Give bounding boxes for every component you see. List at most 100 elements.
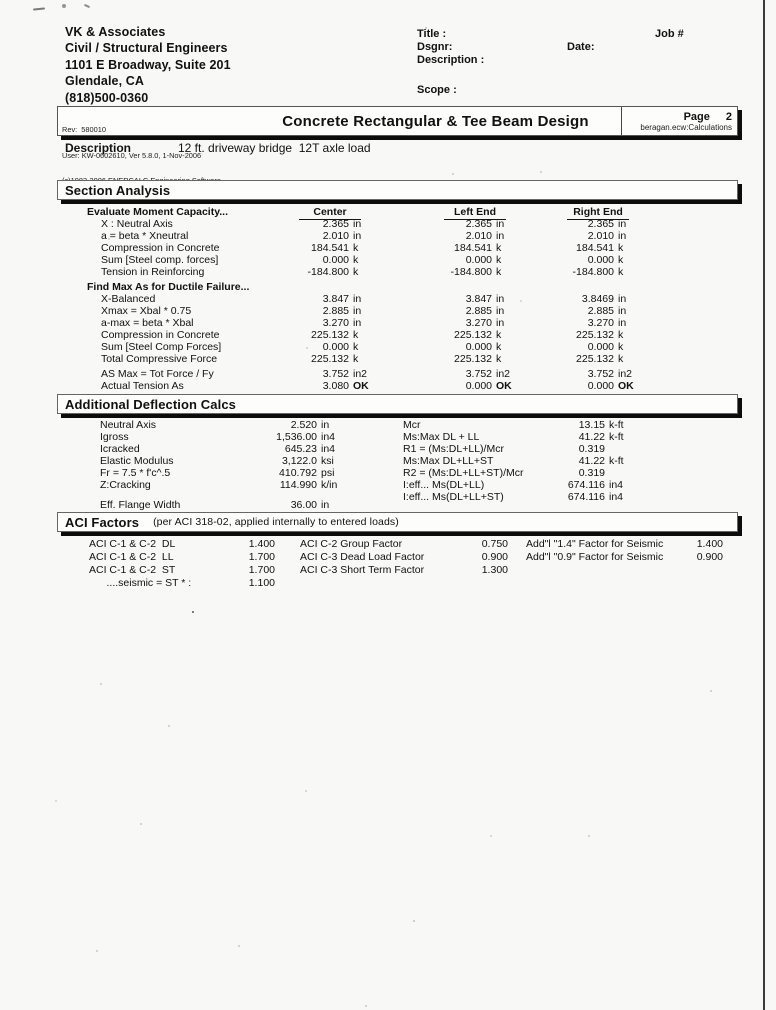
group-heading: Evaluate Moment Capacity... xyxy=(87,206,229,218)
value-unit: k xyxy=(618,353,624,365)
row-value: 674.116 in4 xyxy=(487,491,649,503)
deflection-header-bar: Additional Deflection Calcs xyxy=(57,394,738,414)
description-row-value: 12 ft. driveway bridge 12T axle load xyxy=(178,141,371,155)
right-end-value: 0.000 k xyxy=(482,341,652,353)
key-value-row: Add"l "1.4" Factor for Seismic 1.400 xyxy=(526,538,776,551)
right-end-value: 0.000 k xyxy=(482,254,652,266)
section-analysis-title: Section Analysis xyxy=(65,182,171,198)
row-label: Total Compressive Force xyxy=(101,353,218,365)
page-indicator: Page 2 xyxy=(684,111,732,123)
key-value-row: Z:Cracking 114.990 k/in xyxy=(57,479,407,491)
ductile-failure-rows: X-Balanced 3.847 in 3.847 in 3.8469 in Xmax… xyxy=(57,293,747,365)
row-value: 3,122.0 ksi xyxy=(197,455,361,467)
right-end-value: 225.132 k xyxy=(482,329,652,341)
row-label: AS Max = Tot Force / Fy xyxy=(101,368,214,380)
value-number: 0.000 xyxy=(322,341,349,353)
deflection-left-column: Neutral Axis 2.520 in Igross 1,536.00 in4 … xyxy=(57,419,407,491)
company-phone: (818)500-0360 xyxy=(65,90,149,105)
value-unit xyxy=(605,467,649,479)
row-label: Z:Cracking xyxy=(100,479,151,491)
row-label: ACI C-3 Dead Load Factor xyxy=(300,551,425,563)
value-number: 3.847 xyxy=(465,293,492,305)
description-row-label: Description xyxy=(65,141,132,155)
row-value: 2.520 in xyxy=(197,419,361,431)
value-unit: k xyxy=(496,266,502,278)
value-unit: k xyxy=(496,254,502,266)
software-title-bar: Rev: 580010 User: KW-0602610, Ver 5.8.0,… xyxy=(57,106,738,185)
value-number: 645.23 xyxy=(284,443,317,455)
center-value: 2.885 in xyxy=(217,305,387,317)
value-unit: k xyxy=(618,242,624,254)
file-reference: beragan.ecw:Calculations xyxy=(640,122,732,132)
moment-capacity-rows: X : Neutral Axis 2.365 in 2.365 in 2.365 in… xyxy=(57,218,747,278)
key-value-row: ACI C-1 & C-2 LL 1.700 xyxy=(57,551,297,564)
center-value: 225.132 k xyxy=(217,353,387,365)
column-header-left-end: Left End xyxy=(444,206,506,220)
user-version-text: User: KW-0602610, Ver 5.8.0, 1-Nov-2006 xyxy=(62,150,202,160)
key-value-row: Ms:Max DL + LL 41.22 k-ft xyxy=(397,431,737,443)
table-row: X : Neutral Axis 2.365 in 2.365 in 2.365 in xyxy=(57,218,747,230)
key-value-row: I:eff... Ms(DL+LL+ST) 674.116 in4 xyxy=(397,491,737,503)
value-number: 184.541 xyxy=(576,242,614,254)
row-value: 41.22 k-ft xyxy=(487,431,649,443)
value-unit: in2 xyxy=(496,368,511,380)
center-value: 3.080 OK xyxy=(217,380,387,392)
right-end-value: 2.885 in xyxy=(482,305,652,317)
company-city: Glendale, CA xyxy=(65,74,144,89)
value-unit: in4 xyxy=(321,443,336,455)
table-row: Total Compressive Force 225.132 k 225.132… xyxy=(57,353,747,365)
ok-status: OK xyxy=(496,380,512,392)
center-value: 184.541 k xyxy=(217,242,387,254)
value-unit: in2 xyxy=(353,368,368,380)
right-end-value: 184.541 k xyxy=(482,242,652,254)
value-unit: k-ft xyxy=(609,455,624,467)
table-row: Compression in Concrete 184.541 k 184.541… xyxy=(57,242,747,254)
value-unit: in xyxy=(618,230,627,242)
value-unit: in4 xyxy=(609,479,624,491)
column-header-row: Evaluate Moment Capacity... Center Left … xyxy=(57,206,747,220)
aci-factors-title: ACI Factors xyxy=(65,514,140,530)
row-label: Add"l "0.9" Factor for Seismic xyxy=(526,551,664,563)
key-value-row: R2 = (Ms:DL+LL+ST)/Mcr 0.319 xyxy=(397,467,737,479)
value-unit: k xyxy=(353,254,359,266)
ok-status: OK xyxy=(618,380,634,392)
row-label: a = beta * Xneutral xyxy=(101,230,189,242)
value-unit: k xyxy=(496,242,502,254)
table-row: Compression in Concrete 225.132 k 225.132… xyxy=(57,329,747,341)
value-number: 2.010 xyxy=(465,230,492,242)
row-label: R2 = (Ms:DL+LL+ST)/Mcr xyxy=(403,467,524,479)
value-number: 0.000 xyxy=(322,254,349,266)
revision-text: Rev: 580010 xyxy=(62,125,106,134)
row-value: 13.15 k-ft xyxy=(487,419,649,431)
value-number: 3.080 xyxy=(322,380,349,392)
value-number: 3.752 xyxy=(465,368,492,380)
row-label: ACI C-1 & C-2 LL xyxy=(89,551,174,563)
value-number: 3.8469 xyxy=(581,293,614,305)
designer-label: Dsgnr: xyxy=(417,41,453,53)
table-row: Sum [Steel comp. forces] 0.000 k 0.000 k 0… xyxy=(57,254,747,266)
document-title: Concrete Rectangular & Tee Beam Design xyxy=(282,112,589,130)
row-label: Compression in Concrete xyxy=(101,329,220,341)
value-number: 114.990 xyxy=(279,479,317,491)
deflection-title: Additional Deflection Calcs xyxy=(65,396,237,412)
left-end-value: 0.000 k xyxy=(360,254,530,266)
value-number: 225.132 xyxy=(454,329,492,341)
row-value: 0.750 xyxy=(481,538,508,550)
value-number: 2.520 xyxy=(290,419,317,431)
value-unit: k xyxy=(353,329,359,341)
value-unit: in xyxy=(496,230,505,242)
center-value: 3.270 in xyxy=(217,317,387,329)
software-version-block: Rev: 580010 User: KW-0602610, Ver 5.8.0,… xyxy=(58,107,250,184)
value-number: 225.132 xyxy=(311,329,349,341)
pen-mark xyxy=(83,3,91,9)
value-unit: k-ft xyxy=(609,419,624,431)
row-label: Elastic Modulus xyxy=(100,455,174,467)
company-name: VK & Associates xyxy=(65,25,166,39)
row-label: I:eff... Ms(DL+LL+ST) xyxy=(403,491,504,503)
left-end-value: 2.010 in xyxy=(360,230,530,242)
value-unit: in xyxy=(321,499,330,511)
aci-column-3: Add"l "1.4" Factor for Seismic 1.400 Add… xyxy=(526,538,776,564)
row-label: a-max = beta * Xbal xyxy=(101,317,194,329)
value-unit: in xyxy=(353,230,362,242)
value-number: 1,536.00 xyxy=(276,431,317,443)
